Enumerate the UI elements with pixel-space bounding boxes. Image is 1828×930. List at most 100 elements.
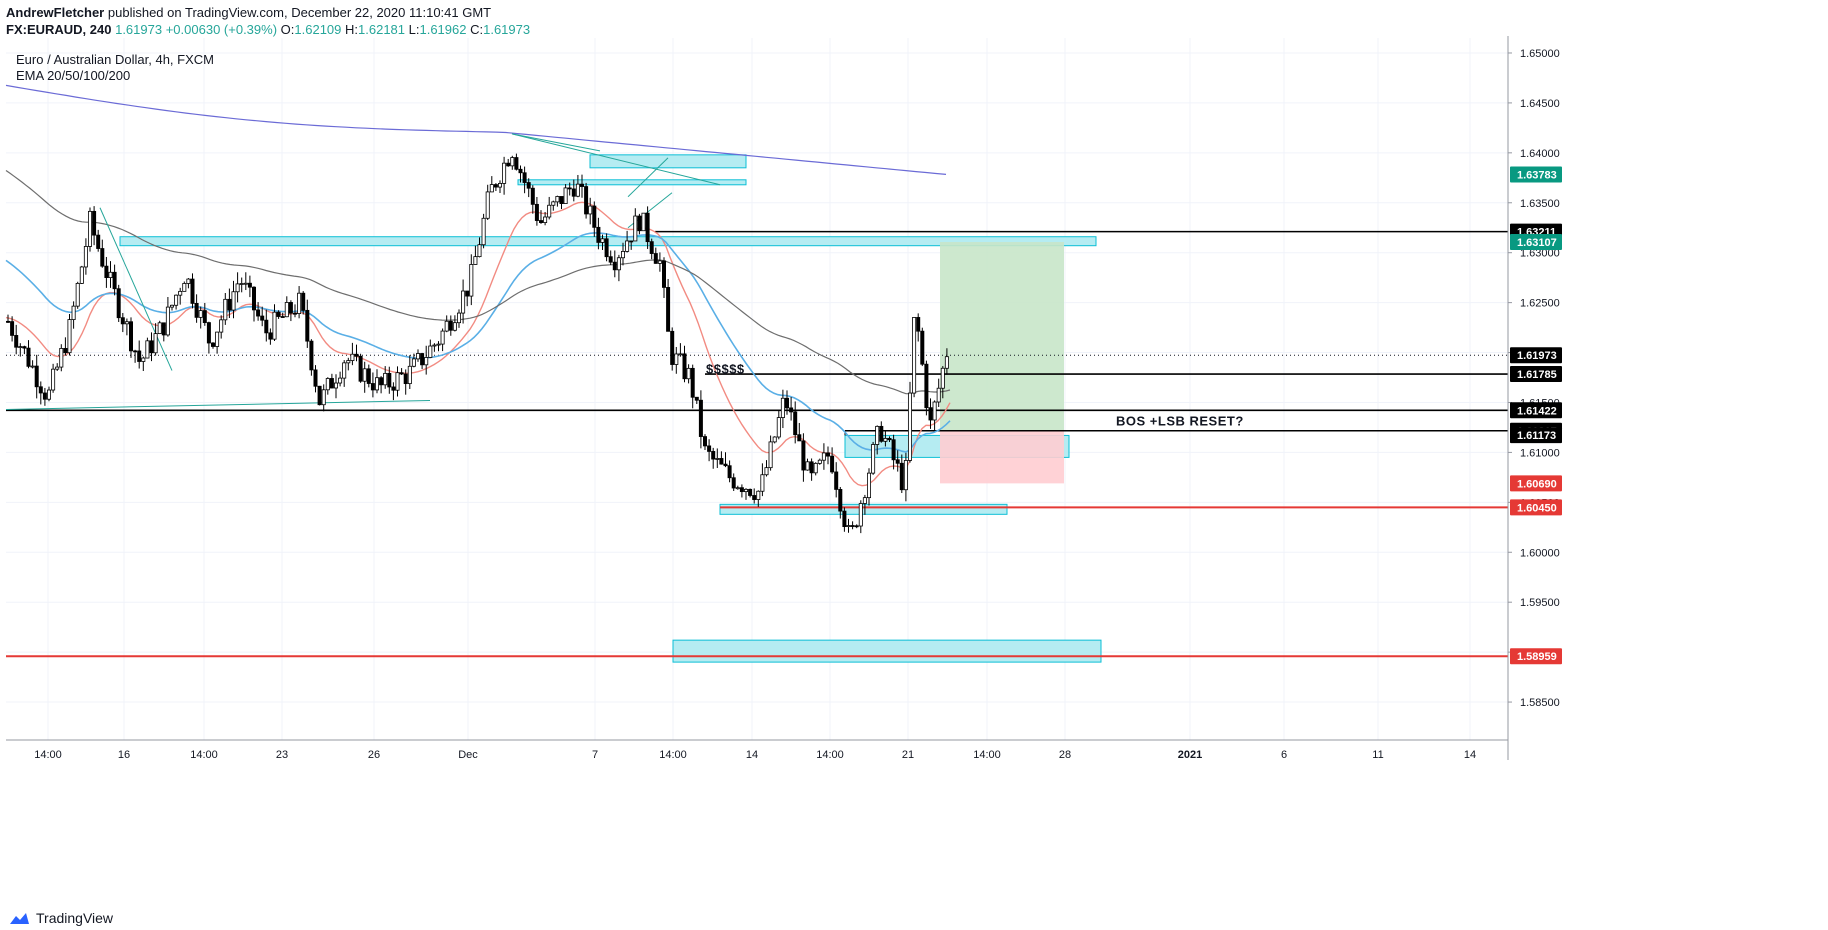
candle-body <box>723 463 728 467</box>
candle-body <box>522 172 527 183</box>
loss-zone <box>940 430 1064 484</box>
candle-body <box>383 372 388 386</box>
candle-body <box>891 439 896 461</box>
low-value: 1.61962 <box>419 22 467 37</box>
price-change: +0.00630 (+0.39%) <box>165 22 278 37</box>
time-tick-label: 16 <box>118 749 130 761</box>
trendline <box>99 207 173 371</box>
time-tick-label: 14:00 <box>973 749 1001 761</box>
candle-body <box>752 495 757 500</box>
price-label-text: 1.58959 <box>1517 651 1557 663</box>
candle-body <box>711 451 716 460</box>
candle-body <box>379 377 384 386</box>
candle-body <box>834 471 839 490</box>
candle-body <box>727 465 732 479</box>
candle-body <box>71 305 76 320</box>
price-label-bg <box>1510 234 1562 251</box>
candle-body <box>305 309 310 342</box>
candle-body <box>235 283 240 293</box>
candle-body <box>928 407 933 421</box>
candle-body <box>395 372 400 391</box>
price-label-bg <box>1510 366 1562 383</box>
candle-body <box>563 187 568 204</box>
candle-body <box>649 241 654 254</box>
chart-annotation: $$$$$ <box>706 362 745 377</box>
long-position-tool <box>940 242 1064 484</box>
candle-body <box>75 283 80 307</box>
price-tick-label: 1.64000 <box>1520 148 1560 160</box>
candle-body <box>846 525 851 528</box>
ema-lines <box>5 84 951 487</box>
candle-body <box>440 330 445 345</box>
candle-body <box>838 489 843 512</box>
candle-body <box>674 353 679 365</box>
time-tick-label: 26 <box>368 749 380 761</box>
time-tick-label: 14:00 <box>659 749 687 761</box>
chart-legend: Euro / Australian Dollar, 4h, FXCM EMA 2… <box>16 52 214 84</box>
candle-body <box>448 320 453 331</box>
candle-body <box>399 372 404 375</box>
candle-body <box>124 321 129 325</box>
candle-body <box>264 319 269 334</box>
candle-body <box>493 184 498 188</box>
price-label-text: 1.60450 <box>1517 502 1557 514</box>
candle-body <box>858 503 863 527</box>
candle-body <box>276 311 281 317</box>
candle-body <box>26 347 31 367</box>
candle-body <box>88 210 93 247</box>
candle-body <box>346 360 351 364</box>
candle-body <box>133 350 138 353</box>
trendline <box>511 133 601 152</box>
candle-body <box>592 205 597 228</box>
price-label-text: 1.63107 <box>1517 237 1557 249</box>
candle-body <box>481 217 486 246</box>
candle-body <box>809 461 814 474</box>
candle-body <box>256 309 261 317</box>
candle-body <box>59 348 64 368</box>
time-tick-label: 6 <box>1281 749 1287 761</box>
tradingview-cloud-icon <box>10 913 29 924</box>
candle-body <box>83 246 88 268</box>
candle-body <box>284 302 289 318</box>
candle-body <box>916 317 921 332</box>
candle-body <box>301 292 306 311</box>
candle-body <box>432 344 437 347</box>
candle-body <box>534 203 539 221</box>
candle-body <box>653 253 658 264</box>
time-tick-label: 14 <box>746 749 758 761</box>
candle-body <box>96 234 101 249</box>
candle-body <box>128 321 133 352</box>
candle-body <box>744 488 749 493</box>
price-label-text: 1.61173 <box>1517 430 1556 442</box>
author-name[interactable]: AndrewFletcher <box>6 5 105 20</box>
price-tick-label: 1.58500 <box>1520 697 1560 709</box>
candle-body <box>120 317 125 325</box>
candle-body <box>875 425 880 445</box>
candle-body <box>584 186 589 215</box>
chart-annotation: BOS +LSB RESET? <box>1116 413 1244 428</box>
candle-body <box>210 342 215 347</box>
candle-body <box>272 311 277 340</box>
candle-body <box>18 346 23 349</box>
candle-body <box>321 389 326 406</box>
candle-body <box>354 353 359 357</box>
candle-body <box>637 215 642 232</box>
candle-body <box>165 306 170 336</box>
price-tick-label: 1.61000 <box>1520 447 1560 459</box>
candle-body <box>797 434 802 442</box>
candle-body <box>112 271 117 290</box>
candle-body <box>157 322 162 335</box>
open-label: O: <box>280 22 295 37</box>
candle-body <box>485 191 490 219</box>
candle-body <box>194 302 199 318</box>
time-tick-label: 28 <box>1059 749 1071 761</box>
candle-body <box>813 462 818 474</box>
symbol-label: FX:EURAUD, 240 <box>6 22 112 37</box>
candle-body <box>703 436 708 447</box>
candle-body <box>280 316 285 318</box>
tradingview-logo[interactable]: TradingView <box>8 910 113 926</box>
price-label-bg <box>1510 347 1562 364</box>
supply-demand-zone <box>672 639 1102 663</box>
candle-body <box>612 261 617 271</box>
